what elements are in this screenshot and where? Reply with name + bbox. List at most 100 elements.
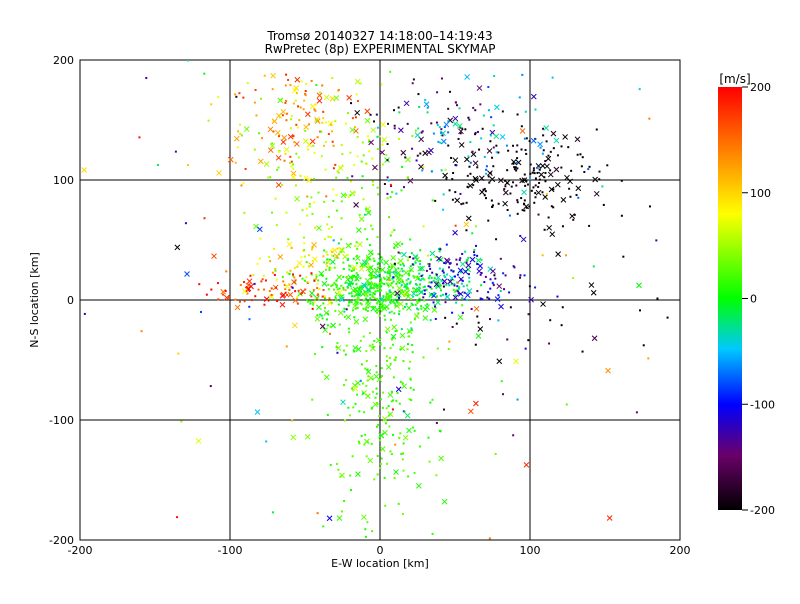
data-point: [331, 251, 334, 254]
data-point: [656, 297, 659, 300]
data-point: [248, 318, 251, 321]
data-point: [580, 165, 583, 168]
data-point: [322, 117, 325, 120]
data-point: [281, 275, 284, 278]
data-point: [363, 443, 366, 446]
data-point: [482, 114, 485, 117]
data-point: [145, 76, 148, 79]
data-point: [452, 171, 455, 174]
data-point: [385, 153, 388, 156]
data-point: [434, 305, 437, 308]
data-point: [377, 423, 380, 426]
data-point: [402, 290, 405, 293]
data-point: [534, 286, 537, 289]
data-point: [326, 253, 329, 256]
data-point: [397, 267, 400, 270]
data-point: [371, 180, 374, 183]
data-point-cross: [257, 158, 264, 165]
data-point: [302, 265, 305, 268]
data-point: [398, 313, 401, 316]
data-point: [340, 238, 343, 241]
data-point: [237, 130, 240, 133]
data-point: [271, 88, 274, 91]
data-point: [401, 280, 404, 283]
data-point: [538, 181, 541, 184]
data-point: [487, 86, 490, 89]
data-point: [271, 211, 274, 214]
data-point: [385, 355, 388, 358]
data-point: [429, 267, 432, 270]
data-point: [397, 137, 400, 140]
data-point-cross: [462, 268, 469, 275]
data-point-cross: [486, 148, 493, 154]
data-point: [313, 151, 316, 154]
data-point-cross: [419, 265, 425, 272]
data-point: [316, 286, 319, 289]
data-point: [528, 205, 531, 208]
data-point: [348, 292, 351, 295]
data-point: [464, 128, 467, 131]
data-point-cross: [339, 296, 345, 303]
data-point: [394, 443, 397, 446]
data-point-cross: [498, 303, 504, 310]
data-point: [413, 318, 416, 321]
data-point-cross: [440, 130, 446, 137]
data-point-cross: [393, 469, 399, 475]
data-point-cross: [383, 259, 389, 266]
data-point: [360, 187, 363, 190]
data-point: [335, 209, 338, 212]
data-point: [472, 106, 475, 109]
data-point: [425, 269, 428, 272]
data-point-cross: [401, 383, 408, 390]
data-point: [380, 256, 383, 259]
colorbar-label: [m/s]: [719, 72, 750, 86]
data-point: [294, 279, 297, 282]
data-point: [602, 203, 605, 206]
data-point: [493, 274, 496, 277]
data-point: [466, 174, 469, 177]
data-point: [294, 290, 297, 293]
data-point: [519, 234, 522, 237]
data-point: [312, 303, 315, 306]
data-point: [380, 398, 383, 401]
data-point: [323, 297, 326, 300]
data-point: [435, 474, 438, 477]
data-point: [398, 310, 401, 313]
x-tick-label: 0: [377, 544, 384, 557]
data-point: [289, 127, 292, 130]
data-point: [368, 332, 371, 335]
data-point: [376, 454, 379, 457]
data-point: [427, 262, 430, 265]
data-point: [217, 96, 220, 99]
data-point: [516, 144, 519, 147]
data-point-cross: [436, 255, 442, 262]
data-point: [440, 128, 443, 131]
data-point: [357, 100, 360, 103]
data-point: [323, 238, 326, 241]
data-point: [439, 294, 442, 297]
data-point: [436, 347, 439, 350]
data-point: [327, 288, 330, 291]
data-point: [275, 224, 278, 227]
data-point: [549, 150, 552, 153]
data-point: [461, 297, 464, 300]
data-point: [414, 303, 417, 306]
data-point: [305, 82, 308, 85]
data-point: [309, 300, 312, 303]
data-point: [324, 121, 327, 124]
data-point: [331, 283, 334, 286]
data-point: [461, 279, 464, 282]
data-point: [284, 152, 287, 155]
data-point: [207, 119, 210, 122]
data-point: [369, 113, 372, 116]
data-point: [360, 285, 363, 288]
data-point: [407, 277, 410, 280]
data-point: [322, 288, 325, 291]
data-point: [402, 442, 405, 445]
data-point-cross: [293, 85, 300, 91]
data-point: [416, 299, 419, 302]
data-point-cross: [406, 305, 412, 311]
data-point: [364, 433, 367, 436]
data-point: [492, 204, 495, 207]
data-point: [407, 475, 410, 478]
